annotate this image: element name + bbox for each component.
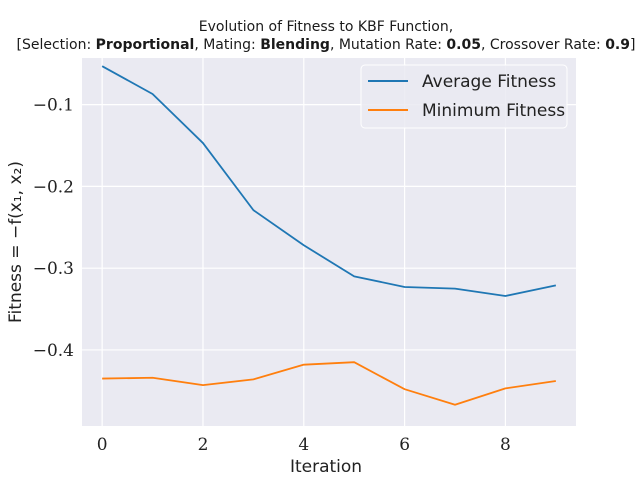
x-tick-labels: 0 2 4 6 8 bbox=[97, 435, 511, 455]
chart-title: Evolution of Fitness to KBF Function, bbox=[199, 19, 453, 35]
y-tick-label: −0.3 bbox=[33, 259, 74, 279]
subtitle-crossover-rate: 0.9 bbox=[605, 37, 630, 53]
legend-label-minimum-fitness: Minimum Fitness bbox=[422, 101, 565, 121]
subtitle-prefix: [Selection: bbox=[17, 37, 96, 53]
chart-subtitle: [Selection: Proportional, Mating: Blendi… bbox=[17, 37, 636, 53]
y-tick-labels: −0.4 −0.3 −0.2 −0.1 bbox=[33, 96, 74, 361]
legend: Average Fitness Minimum Fitness bbox=[360, 64, 568, 129]
series-line-average-fitness bbox=[101, 65, 557, 297]
subtitle-crossover-label: , Crossover Rate: bbox=[481, 37, 605, 53]
legend-box bbox=[360, 64, 568, 129]
x-tick-label: 8 bbox=[500, 435, 511, 455]
subtitle-mutation-label: , Mutation Rate: bbox=[330, 37, 446, 53]
x-axis-label: Iteration bbox=[290, 457, 362, 477]
subtitle-selection: Proportional bbox=[96, 37, 195, 53]
series-lines bbox=[101, 65, 557, 406]
subtitle-mating-label: , Mating: bbox=[194, 37, 260, 53]
subtitle-suffix: ] bbox=[630, 37, 635, 53]
y-tick-label: −0.4 bbox=[33, 341, 74, 361]
y-tick-label: −0.2 bbox=[33, 177, 74, 197]
y-tick-label: −0.1 bbox=[33, 96, 74, 116]
x-tick-label: 4 bbox=[298, 435, 309, 455]
subtitle-mating: Blending bbox=[260, 37, 330, 53]
y-axis-label: Fitness = −f(x₁, x₂) bbox=[6, 161, 26, 323]
x-tick-label: 2 bbox=[198, 435, 209, 455]
x-tick-label: 0 bbox=[97, 435, 108, 455]
x-tick-label: 6 bbox=[399, 435, 410, 455]
series-line-minimum-fitness bbox=[102, 361, 556, 406]
subtitle-mutation-rate: 0.05 bbox=[446, 37, 481, 53]
legend-label-average-fitness: Average Fitness bbox=[422, 72, 556, 92]
